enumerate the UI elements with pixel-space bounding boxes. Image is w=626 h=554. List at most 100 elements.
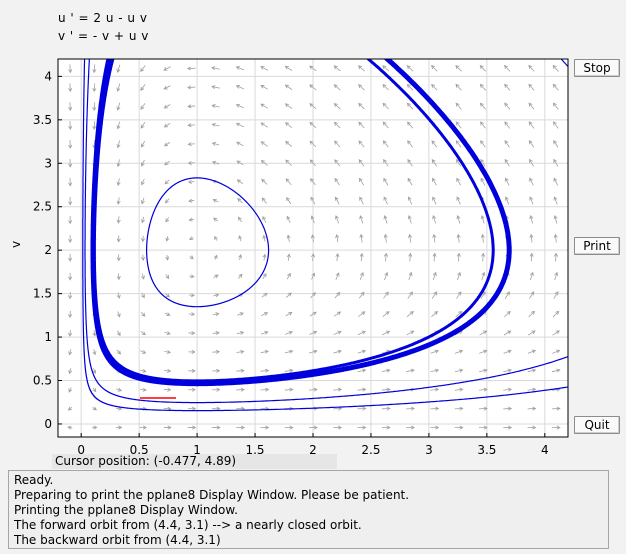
field-arrow bbox=[285, 330, 293, 335]
field-arrow bbox=[140, 350, 147, 354]
field-arrow bbox=[382, 121, 389, 129]
field-arrow bbox=[68, 158, 73, 168]
field-arrow bbox=[334, 215, 340, 224]
field-arrow bbox=[236, 387, 245, 392]
field-arrow bbox=[408, 271, 413, 281]
field-arrow bbox=[455, 121, 462, 129]
field-arrow bbox=[407, 140, 413, 148]
field-arrow bbox=[260, 368, 270, 373]
field-arrow bbox=[236, 368, 245, 373]
field-arrow bbox=[260, 159, 268, 166]
field-arrow bbox=[552, 310, 560, 318]
field-arrow bbox=[187, 179, 195, 184]
field-arrow bbox=[212, 330, 220, 336]
field-arrow bbox=[141, 292, 145, 299]
field-arrow bbox=[309, 330, 318, 335]
field-arrow bbox=[504, 158, 510, 167]
field-arrow bbox=[383, 177, 389, 186]
field-arrow bbox=[503, 330, 512, 336]
field-arrow bbox=[238, 273, 243, 279]
field-arrow bbox=[284, 349, 294, 354]
field-arrow bbox=[165, 274, 170, 280]
print-button[interactable]: Print bbox=[574, 237, 620, 255]
field-arrow bbox=[406, 121, 414, 129]
field-arrow bbox=[284, 103, 293, 109]
field-arrow bbox=[503, 406, 513, 411]
field-arrow bbox=[116, 140, 121, 149]
field-arrow bbox=[116, 64, 121, 73]
field-arrow bbox=[432, 233, 437, 243]
field-arrow bbox=[163, 141, 171, 147]
field-arrow bbox=[527, 425, 537, 430]
field-arrow bbox=[382, 65, 390, 72]
field-arrow bbox=[407, 215, 412, 224]
field-arrow bbox=[456, 252, 461, 262]
field-arrow bbox=[68, 253, 73, 262]
field-arrow bbox=[68, 64, 73, 74]
field-arrow bbox=[478, 425, 488, 430]
field-arrow bbox=[309, 140, 317, 148]
message-window[interactable]: Ready. Preparing to print the pplane8 Dis… bbox=[8, 470, 609, 549]
field-arrow bbox=[237, 312, 244, 316]
field-arrow bbox=[406, 83, 414, 91]
field-arrow bbox=[260, 425, 270, 430]
message-line: Ready. bbox=[14, 473, 54, 487]
x-tick-label: 0 bbox=[77, 443, 85, 457]
quit-button[interactable]: Quit bbox=[574, 416, 620, 434]
field-arrow bbox=[309, 121, 317, 129]
stop-button[interactable]: Stop bbox=[574, 59, 620, 77]
field-arrow bbox=[68, 196, 73, 206]
x-tick-label: 1 bbox=[193, 443, 201, 457]
field-arrow bbox=[528, 140, 535, 148]
field-arrow bbox=[479, 64, 487, 72]
field-arrow bbox=[237, 198, 243, 204]
field-arrow bbox=[140, 103, 146, 110]
field-arrow bbox=[309, 159, 316, 167]
field-arrow bbox=[333, 65, 341, 72]
field-arrow bbox=[333, 121, 341, 129]
field-arrow bbox=[163, 66, 171, 71]
field-arrow bbox=[309, 311, 317, 317]
phase-plane-plot[interactable]: 0 0.5 1 1.5 2 2.5 3 3.5 4 0 0.5 1 1.5 2 2.5 3 3.5 4 v bbox=[0, 0, 626, 470]
field-arrow bbox=[116, 216, 121, 224]
field-arrow bbox=[430, 387, 440, 392]
y-axis-label: v bbox=[9, 241, 23, 248]
field-arrow bbox=[285, 159, 292, 167]
field-arrow bbox=[334, 196, 340, 205]
field-arrow bbox=[286, 196, 292, 205]
field-arrow bbox=[431, 291, 438, 299]
field-arrow bbox=[212, 198, 219, 203]
field-arrow bbox=[334, 291, 341, 299]
field-arrow bbox=[260, 387, 270, 392]
field-arrow bbox=[116, 102, 121, 111]
field-arrow bbox=[552, 330, 560, 336]
field-arrow bbox=[116, 178, 121, 187]
field-arrow bbox=[358, 140, 365, 148]
field-arrow bbox=[454, 368, 464, 373]
field-arrow bbox=[189, 274, 195, 279]
field-arrow bbox=[286, 272, 291, 280]
field-arrow bbox=[235, 66, 245, 71]
field-arrow bbox=[311, 272, 316, 280]
field-arrow bbox=[504, 177, 510, 186]
field-arrow bbox=[211, 425, 221, 430]
field-arrow bbox=[67, 425, 73, 430]
field-arrow bbox=[212, 387, 221, 392]
field-arrow bbox=[68, 368, 73, 375]
field-arrow bbox=[236, 330, 245, 335]
field-arrow bbox=[333, 349, 342, 354]
field-arrow bbox=[308, 387, 318, 392]
field-arrow bbox=[260, 122, 268, 128]
field-arrow bbox=[92, 349, 97, 356]
field-arrow bbox=[551, 406, 561, 411]
field-arrow bbox=[92, 83, 97, 93]
field-arrow bbox=[140, 140, 146, 148]
field-arrow bbox=[504, 140, 510, 148]
field-arrow bbox=[188, 217, 195, 222]
message-line: The backward orbit from (4.4, 3.1) bbox=[14, 533, 221, 547]
field-arrow bbox=[383, 159, 389, 167]
field-arrow bbox=[503, 64, 511, 72]
field-arrow bbox=[334, 140, 341, 148]
y-tick-label: 1.5 bbox=[33, 287, 52, 301]
field-arrow bbox=[237, 216, 243, 223]
